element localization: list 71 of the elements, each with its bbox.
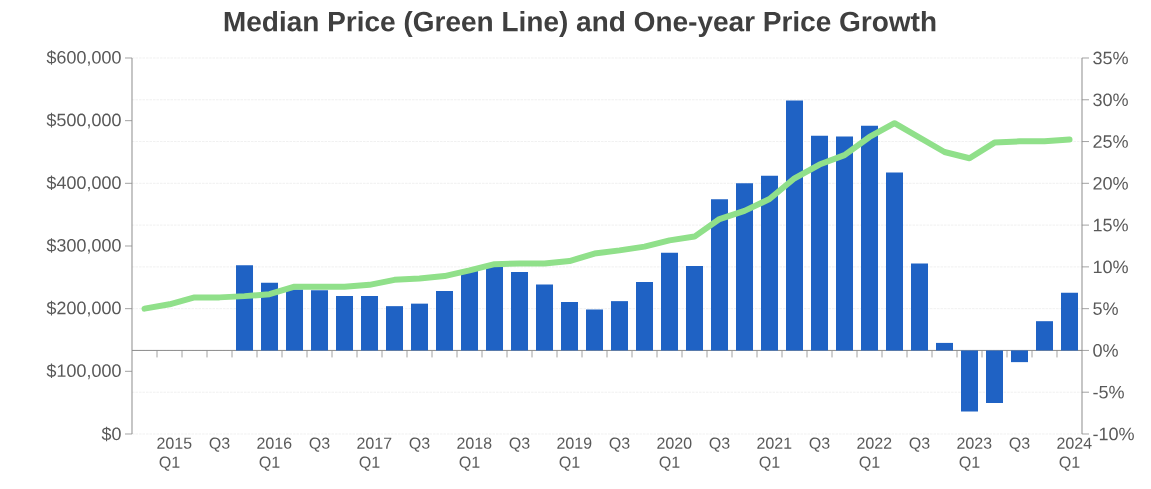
bar	[786, 100, 803, 351]
bar	[1036, 321, 1053, 351]
x-tick-label: Q3	[609, 437, 630, 452]
y-tick-label: $200,000	[46, 300, 121, 317]
bar	[861, 125, 878, 351]
bar	[586, 309, 604, 351]
bar	[836, 136, 853, 351]
bar	[961, 350, 978, 412]
x-tick-label: Q3	[409, 437, 430, 452]
x-tick-label: 2016 Q1	[257, 437, 292, 471]
y2-tick-label: 30%	[1093, 93, 1128, 107]
bar	[1011, 350, 1028, 363]
bar	[286, 289, 304, 351]
x-tick-label: 2020 Q1	[657, 437, 692, 471]
bar	[986, 350, 1003, 404]
y-tick-label: $500,000	[46, 112, 121, 129]
y-tick-label: $600,000	[46, 50, 121, 66]
bar	[886, 172, 903, 351]
bar	[311, 290, 329, 351]
y2-tick-label: 5%	[1093, 302, 1118, 315]
bar	[236, 265, 254, 351]
bar	[911, 263, 928, 351]
bar	[486, 266, 504, 351]
bar	[611, 301, 628, 351]
y2-tick-label: -10%	[1093, 427, 1134, 441]
bar	[936, 342, 953, 351]
bar	[386, 306, 404, 351]
x-tick-label: 2021 Q1	[757, 437, 792, 471]
y2-tick-label: -5%	[1093, 385, 1124, 399]
x-tick-label: 2019 Q1	[557, 437, 592, 471]
x-tick-label: 2023 Q1	[957, 437, 992, 471]
y2-tick-label: 20%	[1093, 176, 1128, 190]
x-tick-label: Q3	[209, 437, 230, 452]
bar	[636, 281, 653, 351]
x-tick-label: Q3	[309, 437, 330, 452]
y2-tick-label: 25%	[1093, 135, 1128, 148]
x-tick-label: 2017 Q1	[357, 437, 392, 471]
x-tick-label: Q3	[809, 437, 830, 452]
bar	[661, 252, 679, 351]
bar	[1061, 292, 1078, 351]
y2-tick-label: 10%	[1093, 260, 1128, 274]
bar	[761, 175, 778, 351]
bar	[561, 301, 579, 351]
bar	[711, 199, 728, 351]
x-tick-label: Q3	[1009, 437, 1030, 452]
y-tick-label: $100,000	[46, 363, 121, 380]
bar	[686, 266, 704, 351]
bar	[361, 296, 379, 351]
x-tick-label: 2024 Q1	[1057, 437, 1092, 471]
y-tick-label: $400,000	[46, 175, 121, 192]
bar	[261, 282, 279, 351]
bar	[511, 271, 529, 351]
x-tick-label: 2015 Q1	[157, 437, 192, 471]
x-tick-label: 2018 Q1	[457, 437, 492, 471]
y2-tick-label: 0%	[1093, 344, 1118, 357]
x-tick-label: Q3	[509, 437, 530, 452]
x-tick-label: 2022 Q1	[857, 437, 892, 471]
x-tick-label: Q3	[909, 437, 930, 452]
y-tick-label: $300,000	[46, 238, 121, 254]
y-tick-label: $0	[101, 426, 121, 442]
bar	[436, 291, 454, 351]
chart-title: Median Price (Green Line) and One-year Price Growth	[224, 10, 936, 38]
bar	[411, 303, 429, 351]
bar	[811, 135, 828, 351]
bar	[736, 183, 753, 351]
x-tick-label: Q3	[709, 437, 730, 452]
y2-tick-label: 15%	[1093, 218, 1128, 232]
bar	[536, 284, 554, 351]
bar	[336, 296, 354, 351]
y2-tick-label: 35%	[1093, 51, 1128, 65]
bar	[461, 271, 479, 351]
